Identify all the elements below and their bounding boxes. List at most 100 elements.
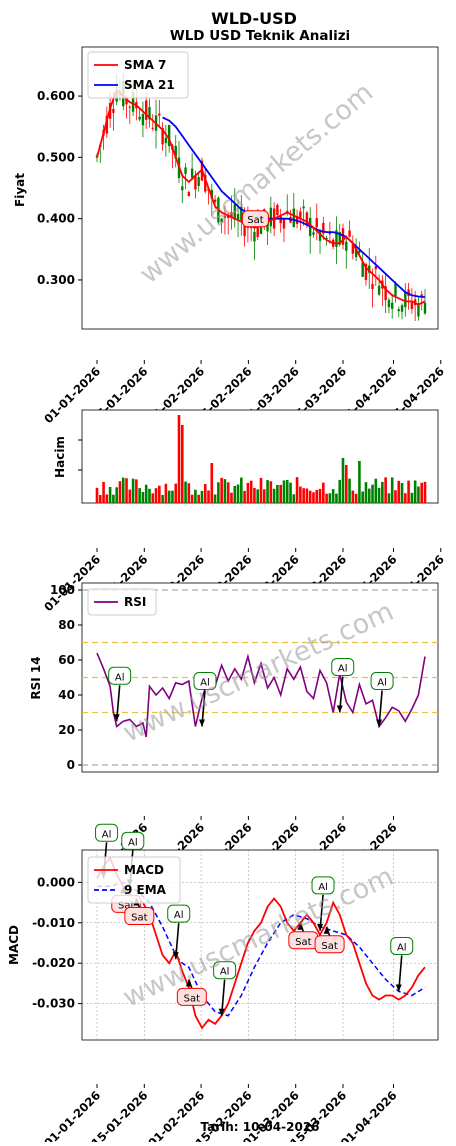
annotation-box xyxy=(176,987,207,1006)
annotation-label: Al xyxy=(102,829,112,840)
annotation-box xyxy=(121,831,145,850)
volume-bar xyxy=(164,483,168,503)
volume-bar xyxy=(105,494,109,503)
ytick-label: 0.500 xyxy=(37,150,75,164)
volume-bar xyxy=(190,494,194,503)
volume-bar xyxy=(285,479,289,503)
volume-bar xyxy=(282,480,286,503)
candle-body xyxy=(282,219,286,229)
volume-bar xyxy=(338,479,342,503)
candle-body xyxy=(318,231,322,241)
volume-bar xyxy=(115,487,118,503)
volume-bar xyxy=(230,492,233,503)
volume-bar xyxy=(154,488,158,503)
volume-bar xyxy=(410,492,414,503)
candle-body xyxy=(161,128,164,145)
rsi-line xyxy=(96,652,426,738)
volume-bar xyxy=(161,494,164,503)
annotation-label: Al xyxy=(318,882,328,893)
legend-box xyxy=(87,856,181,904)
candle-body xyxy=(315,218,318,228)
candle-body xyxy=(243,225,246,237)
annotation-label: Al xyxy=(128,837,138,848)
volume-bar xyxy=(253,488,256,503)
legend-label: SMA 21 xyxy=(124,78,175,92)
ytick-label: 0.000 xyxy=(37,875,75,889)
annotation-arrowhead xyxy=(317,923,324,931)
volume-bar xyxy=(207,490,210,503)
volume-bar xyxy=(180,425,184,503)
ytick-label: 100 xyxy=(50,583,75,597)
annotation-arrowhead xyxy=(185,979,192,987)
chart-subtitle: WLD USD Teknik Analizi xyxy=(170,28,350,44)
volume-bar xyxy=(259,477,263,503)
volume-bar xyxy=(246,482,250,503)
volume-bar xyxy=(135,479,138,503)
volume-bar xyxy=(269,481,273,503)
candle-body xyxy=(128,106,131,108)
volume-bar xyxy=(420,482,424,503)
volume-bar xyxy=(341,458,345,503)
legend-label: MACD xyxy=(124,863,164,877)
annotation-label: Al xyxy=(115,672,125,683)
volume-bar xyxy=(325,493,328,503)
volume-bar xyxy=(384,477,387,503)
annotation-label: Al xyxy=(338,664,348,675)
legend-label: RSI xyxy=(124,595,146,609)
annotation-arrowhead xyxy=(336,705,343,713)
y-axis-label: MACD xyxy=(7,925,21,965)
candle-body xyxy=(223,215,227,218)
volume-bar xyxy=(95,487,99,503)
volume-bar xyxy=(364,482,368,503)
candle-body xyxy=(374,266,377,270)
candle-body xyxy=(305,212,309,225)
annotation-label: Sat xyxy=(131,913,147,924)
candle-body xyxy=(341,228,345,245)
volume-bar xyxy=(223,479,227,503)
candle-body xyxy=(236,213,240,221)
candle-body xyxy=(125,97,128,105)
ytick-label: 0.300 xyxy=(37,273,75,287)
candle-body xyxy=(387,300,391,308)
volume-bar xyxy=(256,489,260,503)
volume-bar xyxy=(361,491,364,503)
volume-bar xyxy=(217,482,220,503)
annotation-box xyxy=(331,658,355,676)
volume-bar xyxy=(289,482,292,503)
candle-body xyxy=(391,302,394,309)
candle-body xyxy=(322,222,325,234)
volume-bar xyxy=(141,491,145,503)
annotation-box xyxy=(311,876,335,895)
candle-body xyxy=(364,264,368,280)
candle-body xyxy=(338,232,341,245)
candle-body xyxy=(358,250,361,253)
candle-body xyxy=(167,124,171,147)
y-axis-label: Hacim xyxy=(53,436,67,478)
annotation-box xyxy=(314,935,345,954)
candle-body xyxy=(194,175,197,190)
candle-body xyxy=(377,285,381,295)
candle-body xyxy=(210,189,213,199)
candle-body xyxy=(410,302,414,310)
candle-body xyxy=(299,211,302,219)
volume-bar xyxy=(187,483,191,503)
volume-bar xyxy=(233,485,237,503)
volume-bar xyxy=(236,484,240,503)
volume-bar xyxy=(299,486,302,503)
volume-bar xyxy=(367,488,371,503)
volume-bar xyxy=(413,480,417,503)
volume-bar xyxy=(200,490,204,503)
volume-bar xyxy=(158,485,161,503)
candle-body xyxy=(279,216,282,224)
annotation-box xyxy=(193,672,217,690)
volume-bar xyxy=(374,478,378,503)
legend-box xyxy=(87,588,157,616)
volume-bar xyxy=(131,478,135,503)
annotation-box xyxy=(213,961,237,980)
volume-bar xyxy=(371,484,374,503)
volume-bar xyxy=(262,489,266,503)
annotation-arrowhead xyxy=(323,926,330,934)
volume-bar xyxy=(295,477,299,503)
annotation-arrowhead xyxy=(395,984,402,992)
annotation-label: Sat xyxy=(184,993,200,1004)
